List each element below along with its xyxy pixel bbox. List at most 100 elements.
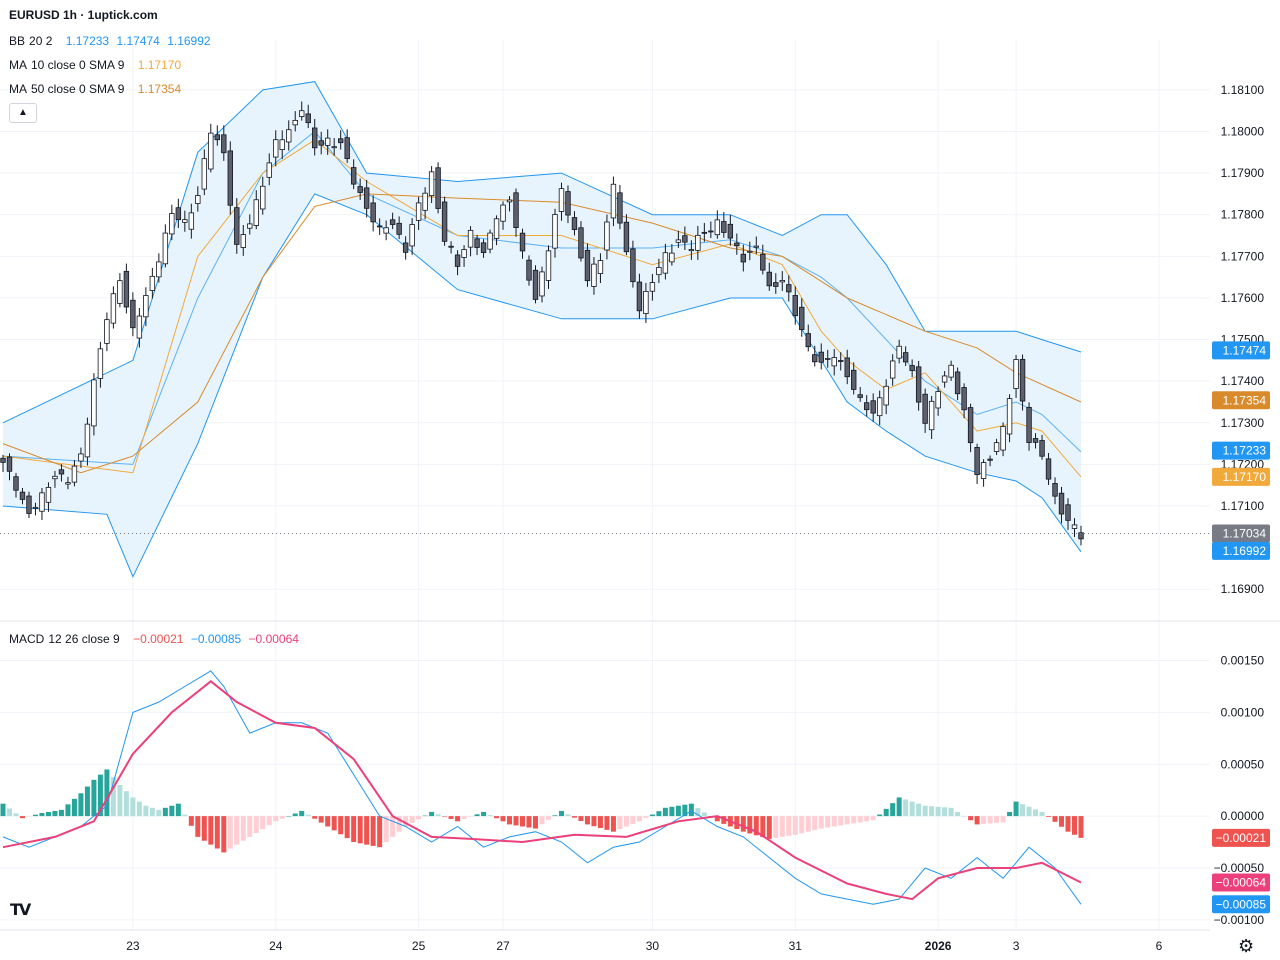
macd-hist-bar-85 — [552, 815, 558, 817]
macd-hist-bar-9 — [58, 809, 64, 817]
candle-92 — [597, 253, 604, 283]
macd-legend[interactable]: MACD 12 26 close 9 −0.00021 −0.00085 −0.0… — [9, 632, 303, 646]
macd-hist-bar-73 — [474, 814, 480, 817]
gear-icon[interactable]: ⚙ — [1238, 936, 1255, 956]
macd-hist-bar-125 — [812, 816, 818, 831]
candle-55 — [357, 178, 363, 200]
macd-hist-bar-44 — [286, 816, 292, 817]
symbol-title[interactable]: EURUSD 1h · 1uptick.com — [9, 8, 158, 22]
candle-67 — [435, 162, 441, 214]
macd-hist-bar-68 — [442, 816, 448, 817]
candle-body-64 — [415, 202, 422, 221]
collapse-legend-button[interactable]: ▲ — [9, 103, 37, 123]
candle-91 — [591, 257, 597, 295]
candle-body-84 — [545, 250, 552, 281]
candle-body-163 — [1058, 492, 1065, 515]
macd-hist-bar-79 — [513, 816, 519, 826]
candle-118 — [766, 262, 772, 291]
macd-hist-bar-90 — [584, 816, 590, 825]
candlesticks — [0, 101, 1084, 546]
candle-141 — [915, 360, 922, 411]
macd-hist-bar-8 — [52, 810, 58, 817]
candle-83 — [539, 266, 545, 303]
y-tick-1.16900: 1.16900 — [1221, 582, 1265, 596]
candle-body-27 — [175, 207, 182, 221]
macd-legend-label: MACD — [9, 632, 45, 646]
candle-body-3 — [19, 491, 26, 500]
price-axis[interactable]: 1.18100 1.18000 1.17900 1.17800 1.17700 1.176… — [1221, 83, 1265, 596]
candle-body-104 — [675, 239, 682, 243]
candle-body-122 — [792, 295, 798, 317]
macd-hist-bar-21 — [136, 801, 142, 817]
candle-body-127 — [825, 357, 831, 360]
macd-tag-macd--0.00085: −0.00085 — [1212, 895, 1270, 914]
candle-body-131 — [851, 369, 857, 390]
candle-153 — [993, 438, 1000, 455]
macd-hist-bar-53 — [344, 816, 350, 839]
macd-hist-bar-132 — [857, 816, 863, 823]
candle-146 — [948, 360, 954, 381]
macd-hist-bar-41 — [266, 816, 272, 826]
macd-hist-bar-99 — [643, 816, 649, 818]
macd-hist-bar-13 — [84, 786, 90, 817]
macd-hist-bar-92 — [597, 816, 603, 829]
candle-128 — [831, 349, 837, 376]
y-tick-1.18000: 1.18000 — [1221, 125, 1265, 139]
candle-body-37 — [240, 234, 246, 248]
candle-body-141 — [915, 366, 922, 403]
macd-hist-bar-160 — [1039, 811, 1045, 817]
tradingview-logo-icon[interactable]: TV — [10, 900, 31, 919]
macd-hist-bar-166 — [1078, 816, 1084, 838]
candle-149 — [967, 403, 974, 453]
macd-hist-bar-6 — [39, 813, 45, 817]
candle-body-32 — [208, 132, 214, 170]
candle-body-65 — [422, 192, 428, 211]
macd-axis[interactable]: 0.001500.001000.000500.00000−0.00050−0.0… — [1214, 654, 1265, 927]
candle-164 — [1065, 498, 1071, 530]
y-tick-1.17100: 1.17100 — [1221, 499, 1265, 513]
candle-140 — [909, 359, 915, 378]
candle-125 — [812, 345, 818, 367]
ma10-legend[interactable]: MA 10 close 0 SMA 9 1.17170 — [9, 58, 185, 72]
macd-hist-bar-136 — [883, 808, 889, 817]
candle-body-105 — [682, 235, 688, 243]
candle-4 — [26, 491, 32, 518]
candle-body-117 — [760, 253, 766, 271]
bb-legend[interactable]: BB 20 2 1.17233 1.17474 1.16992 — [9, 34, 215, 48]
macd-hist-bar-158 — [1026, 806, 1032, 817]
macd-hist-bar-93 — [604, 816, 610, 830]
macd-hist-bar-3 — [19, 816, 25, 819]
candle-body-159 — [1032, 438, 1039, 443]
macd-hist-bar-156 — [1013, 801, 1019, 817]
macd-hist-bar-105 — [682, 804, 688, 817]
candle-159 — [1032, 433, 1039, 449]
price-tag-bb-1.17233: 1.17233 — [1212, 441, 1270, 460]
candle-body-58 — [376, 225, 383, 228]
candle-152 — [987, 455, 993, 467]
time-axis[interactable]: 23 24 25 27 30 31 2026 3 6 — [126, 939, 1162, 953]
macd-hist-bar-76 — [494, 816, 500, 819]
candle-body-60 — [389, 219, 396, 225]
candle-130 — [844, 349, 850, 385]
candle-body-34 — [221, 134, 227, 154]
candle-body-161 — [1045, 458, 1052, 480]
macd-hist-bar-95 — [617, 816, 623, 830]
candle-body-128 — [831, 357, 837, 367]
macd-hist-bar-108 — [701, 812, 707, 817]
macd-hist-bar-57 — [370, 816, 376, 846]
ma50-legend[interactable]: MA 50 close 0 SMA 9 1.17354 — [9, 82, 185, 96]
candle-body-152 — [987, 458, 993, 461]
candle-body-144 — [935, 391, 941, 409]
candle-120 — [779, 271, 785, 291]
candle-body-151 — [980, 462, 987, 480]
candle-body-89 — [578, 227, 584, 259]
macd-hist-bar-7 — [45, 811, 51, 817]
candle-body-73 — [474, 238, 480, 248]
candle-9 — [58, 464, 65, 482]
candle-body-72 — [467, 229, 474, 248]
ma10-legend-params: 10 close 0 SMA 9 — [31, 58, 125, 72]
candle-body-18 — [117, 280, 123, 304]
candle-body-69 — [448, 245, 454, 248]
candle-body-156 — [1013, 359, 1019, 389]
